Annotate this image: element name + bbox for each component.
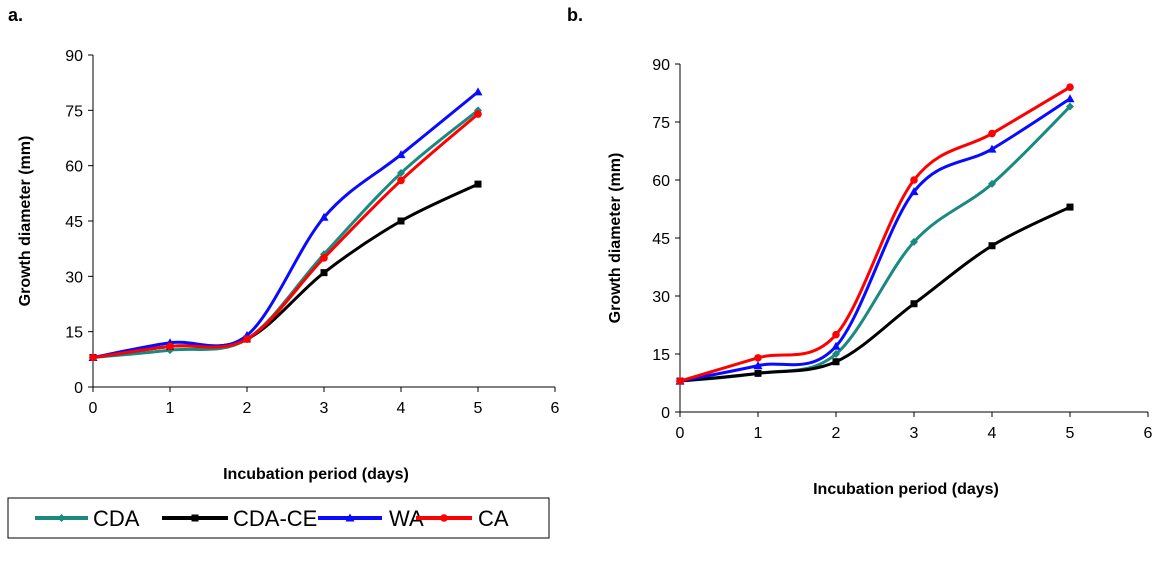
y-tick-label: 75 [65, 103, 83, 120]
legend-label: CDA-CE [233, 506, 317, 531]
data-point-cda [832, 350, 840, 358]
legend: CDA CDA-CE WA CA [7, 497, 550, 539]
x-tick-label: 4 [988, 425, 997, 442]
data-point-cda-ce [1066, 203, 1074, 211]
data-point-cda-ce [988, 242, 996, 250]
x-axis-title: Incubation period (days) [813, 481, 999, 498]
series-wa [88, 87, 483, 361]
y-tick-label: 0 [74, 380, 83, 397]
y-tick-label: 0 [661, 405, 670, 422]
series-line-cda-ce [678, 205, 1072, 383]
legend-item-cda-ce: CDA-CE [162, 506, 317, 531]
legend-label: CA [478, 506, 509, 531]
data-point-cda-ce [397, 217, 405, 225]
x-tick-label: 5 [474, 400, 483, 417]
series-wa [675, 94, 1075, 385]
x-tick-label: 0 [676, 425, 685, 442]
data-point-ca [988, 129, 996, 138]
legend-item-cda: CDA [35, 506, 140, 531]
panel-label: a. [8, 5, 23, 25]
series-cda [676, 102, 1074, 386]
series-line-wa [91, 90, 480, 359]
data-point-ca [166, 342, 174, 351]
series-line-cda [678, 105, 1072, 383]
legend-item-wa: WA [318, 506, 424, 531]
data-point-wa [909, 187, 919, 196]
x-tick-label: 1 [754, 425, 763, 442]
x-tick-label: 1 [166, 400, 175, 417]
data-point-wa [319, 212, 329, 221]
data-point-cda-ce [474, 180, 482, 188]
legend-label: CDA [93, 506, 140, 531]
data-point-cda [1066, 102, 1074, 111]
data-point-ca [754, 354, 762, 362]
y-tick-label: 15 [65, 325, 83, 342]
data-point-cda-ce [910, 300, 918, 308]
y-tick-label: 90 [65, 48, 83, 65]
y-axis-title: Growth diameter (mm) [17, 136, 34, 307]
data-point-ca [676, 377, 684, 385]
y-tick-label: 60 [65, 159, 83, 176]
x-tick-label: 2 [832, 425, 841, 442]
data-point-ca [89, 353, 97, 362]
data-point-cda-ce [832, 358, 840, 366]
data-point-cda-ce [320, 269, 328, 277]
legend-marker-cda-ce [191, 514, 199, 522]
series-line-ca [91, 112, 480, 359]
data-point-wa [987, 144, 997, 153]
y-tick-label: 45 [652, 231, 670, 248]
data-point-ca [832, 330, 840, 339]
y-axis-title: Growth diameter (mm) [607, 153, 624, 324]
series-cda-ce [89, 180, 482, 361]
y-tick-label: 90 [652, 57, 670, 74]
x-tick-label: 0 [89, 400, 98, 417]
series-cda [89, 106, 482, 362]
series-ca [676, 83, 1074, 385]
data-point-ca [1066, 83, 1074, 91]
data-point-wa [1065, 94, 1075, 103]
series-line-wa [678, 97, 1072, 383]
legend-item-ca: CA [416, 506, 509, 531]
data-point-ca [243, 335, 251, 343]
data-point-cda [910, 237, 918, 246]
data-point-cda [988, 179, 996, 188]
data-point-wa [473, 87, 483, 96]
y-tick-label: 15 [652, 347, 670, 364]
data-point-cda [397, 169, 405, 178]
x-tick-label: 5 [1066, 425, 1075, 442]
x-tick-label: 6 [1144, 425, 1153, 442]
legend-marker-cda [57, 514, 66, 522]
panel-label: b. [567, 5, 583, 25]
data-point-cda-ce [754, 369, 762, 377]
x-axis-title: Incubation period (days) [223, 466, 409, 483]
data-point-ca [474, 110, 482, 118]
y-tick-label: 30 [652, 289, 670, 306]
series-ca [89, 110, 482, 362]
data-point-wa [753, 361, 763, 370]
data-point-ca [397, 176, 405, 185]
y-tick-label: 75 [652, 115, 670, 132]
y-tick-label: 45 [65, 214, 83, 231]
x-tick-label: 3 [320, 400, 329, 417]
legend-marker-ca [440, 514, 448, 522]
data-point-wa [831, 341, 841, 350]
x-tick-label: 3 [910, 425, 919, 442]
legend-marker-wa [345, 513, 355, 522]
x-tick-label: 6 [551, 400, 560, 417]
data-point-wa [396, 150, 406, 159]
series-cda-ce [676, 203, 1074, 385]
y-tick-label: 30 [65, 269, 83, 286]
series-line-cda [91, 108, 480, 359]
data-point-ca [320, 254, 328, 262]
series-line-cda-ce [91, 182, 480, 359]
data-point-ca [910, 176, 918, 184]
y-tick-label: 60 [652, 173, 670, 190]
x-tick-label: 4 [397, 400, 406, 417]
x-tick-label: 2 [243, 400, 252, 417]
